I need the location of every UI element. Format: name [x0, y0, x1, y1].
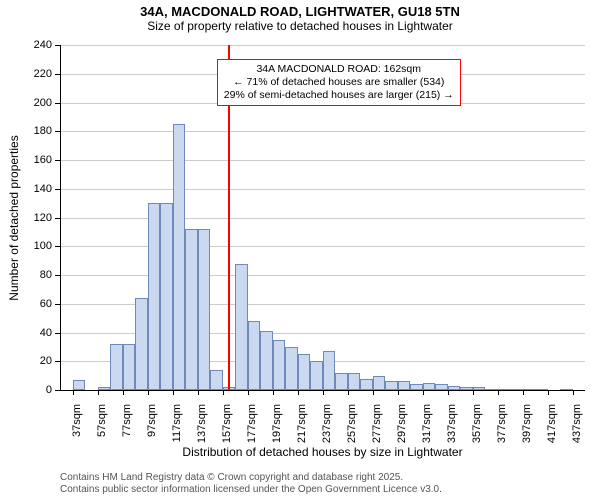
chart-footer: Contains HM Land Registry data © Crown c…: [60, 472, 600, 496]
histogram-bar: [235, 264, 248, 391]
histogram-bar: [385, 381, 398, 390]
y-tick-label: 20: [22, 355, 52, 367]
x-tick-label: 97sqm: [146, 404, 158, 452]
annotation-line: 29% of semi-detached houses are larger (…: [224, 89, 454, 102]
footer-line: Contains HM Land Registry data © Crown c…: [60, 472, 600, 484]
y-tick-label: 80: [22, 269, 52, 281]
grid-line: [60, 218, 585, 219]
x-axis-line: [60, 390, 585, 391]
histogram-bar: [273, 340, 286, 390]
x-tick-label: 197sqm: [271, 404, 283, 452]
histogram-bar: [360, 379, 373, 391]
y-tick-label: 140: [22, 183, 52, 195]
chart-title: 34A, MACDONALD ROAD, LIGHTWATER, GU18 5T…: [0, 0, 600, 19]
x-tick-label: 57sqm: [96, 404, 108, 452]
y-tick-label: 200: [22, 97, 52, 109]
histogram-bar: [298, 354, 311, 390]
histogram-bar: [285, 347, 298, 390]
histogram-bar: [323, 351, 336, 390]
histogram-bar: [123, 344, 136, 390]
histogram-bar: [160, 203, 173, 390]
y-tick-label: 40: [22, 327, 52, 339]
histogram-bar: [423, 383, 436, 390]
annotation-line: 34A MACDONALD ROAD: 162sqm: [224, 63, 454, 76]
x-tick-label: 177sqm: [246, 404, 258, 452]
x-tick-label: 77sqm: [121, 404, 133, 452]
annotation-box: 34A MACDONALD ROAD: 162sqm ← 71% of deta…: [217, 59, 461, 106]
x-tick-label: 437sqm: [571, 404, 583, 452]
histogram-bar: [198, 229, 211, 390]
x-tick-label: 397sqm: [521, 404, 533, 452]
grid-line: [60, 45, 585, 46]
histogram-bar: [110, 344, 123, 390]
histogram-bar: [335, 373, 348, 390]
grid-line: [60, 246, 585, 247]
x-tick-label: 217sqm: [296, 404, 308, 452]
grid-line: [60, 160, 585, 161]
y-tick-label: 60: [22, 298, 52, 310]
histogram-bar: [310, 361, 323, 390]
x-tick-label: 137sqm: [196, 404, 208, 452]
histogram-bar: [248, 321, 261, 390]
y-tick-label: 180: [22, 125, 52, 137]
histogram-bar: [185, 229, 198, 390]
histogram-bar: [348, 373, 361, 390]
footer-line: Contains public sector information licen…: [60, 484, 600, 496]
property-size-histogram: 34A, MACDONALD ROAD, LIGHTWATER, GU18 5T…: [0, 0, 600, 500]
y-tick-label: 120: [22, 212, 52, 224]
grid-line: [60, 275, 585, 276]
grid-line: [60, 131, 585, 132]
histogram-bar: [148, 203, 161, 390]
y-tick-label: 0: [22, 384, 52, 396]
histogram-bar: [373, 376, 386, 390]
x-tick-label: 317sqm: [421, 404, 433, 452]
x-tick-label: 417sqm: [546, 404, 558, 452]
x-tick-label: 377sqm: [496, 404, 508, 452]
y-tick-label: 100: [22, 240, 52, 252]
histogram-bar: [210, 370, 223, 390]
x-tick-label: 117sqm: [171, 404, 183, 452]
x-tick-label: 237sqm: [321, 404, 333, 452]
histogram-bar: [135, 298, 148, 390]
x-tick-label: 257sqm: [346, 404, 358, 452]
histogram-bar: [73, 380, 86, 390]
x-tick-label: 297sqm: [396, 404, 408, 452]
y-tick-label: 160: [22, 154, 52, 166]
histogram-bar: [398, 381, 411, 390]
annotation-line: ← 71% of detached houses are smaller (53…: [224, 76, 454, 89]
y-tick-label: 240: [22, 39, 52, 51]
chart-subtitle: Size of property relative to detached ho…: [0, 19, 600, 33]
x-tick-label: 277sqm: [371, 404, 383, 452]
grid-line: [60, 189, 585, 190]
x-tick-label: 37sqm: [71, 404, 83, 452]
x-tick-label: 357sqm: [471, 404, 483, 452]
y-axis-label: Number of detached properties: [7, 135, 21, 300]
x-tick-label: 337sqm: [446, 404, 458, 452]
x-tick-label: 157sqm: [221, 404, 233, 452]
y-tick-label: 220: [22, 68, 52, 80]
y-axis-line: [60, 45, 61, 390]
histogram-bar: [173, 124, 186, 390]
histogram-bar: [260, 331, 273, 390]
